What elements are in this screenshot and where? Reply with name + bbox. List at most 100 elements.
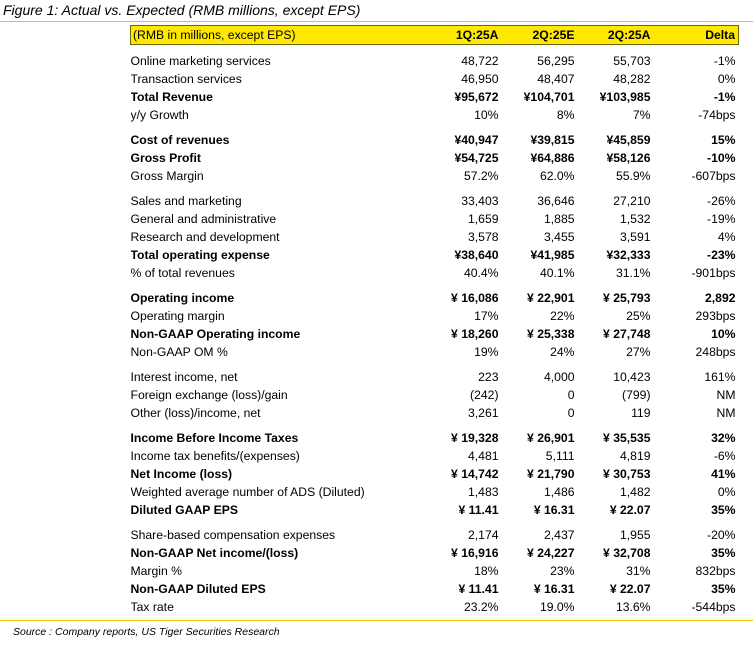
- row-label: Income tax benefits/(expenses): [130, 449, 300, 463]
- cell-1q25a: 57.2%: [463, 169, 499, 183]
- header-delta: Delta: [654, 25, 739, 45]
- table-row: Weighted average number of ADS (Diluted)…: [131, 483, 739, 501]
- table-row: Foreign exchange (loss)/gain (242) 0 (799) N…: [131, 386, 739, 404]
- cell-2q25a: 10,423: [613, 370, 651, 384]
- header-1q25a: 1Q:25A: [426, 25, 503, 45]
- table-row: Transaction services 46,950 48,407 48,282 0%: [131, 70, 739, 88]
- table-row: General and administrative 1,659 1,885 1,53…: [131, 210, 739, 228]
- row-label: Interest income, net: [130, 370, 238, 384]
- cell-delta: 2,892: [705, 291, 736, 305]
- header-2q25e: 2Q:25E: [502, 25, 579, 45]
- cell-2q25a: ¥ 22.07: [609, 582, 651, 596]
- table-row: Research and development 3,578 3,455 3,591 4…: [131, 228, 739, 246]
- cell-2q25e: 1,885: [544, 212, 575, 226]
- cell-2q25e: 24%: [550, 345, 575, 359]
- cell-2q25e: 0: [567, 388, 575, 402]
- cell-1q25a: ¥ 11.41: [458, 503, 499, 517]
- cell-delta: 35%: [711, 582, 736, 596]
- cell-2q25a: 27%: [626, 345, 651, 359]
- figure-title: Figure 1: Actual vs. Expected (RMB milli…: [3, 2, 361, 18]
- cell-delta: -74bps: [698, 108, 736, 122]
- cell-delta: -1%: [713, 54, 736, 68]
- table-row: Operating income ¥ 16,086 ¥ 22,901 ¥ 25,793…: [131, 289, 739, 307]
- table-row: Gross Margin 57.2% 62.0% 55.9% -607bps: [131, 167, 739, 185]
- row-label: Gross Profit: [130, 151, 201, 165]
- cell-delta: -1%: [713, 90, 736, 104]
- cell-delta: -901bps: [691, 266, 736, 280]
- row-label: Total Revenue: [130, 90, 213, 104]
- table-row: Sales and marketing 33,403 36,646 27,210 -26…: [131, 192, 739, 210]
- cell-2q25a: ¥ 27,748: [603, 327, 651, 341]
- cell-1q25a: ¥95,672: [454, 90, 499, 104]
- cell-1q25a: ¥38,640: [454, 248, 499, 262]
- cell-2q25e: 19.0%: [539, 600, 575, 614]
- cell-2q25e: 40.1%: [539, 266, 575, 280]
- cell-1q25a: ¥ 11.41: [458, 582, 499, 596]
- row-label: Research and development: [130, 230, 280, 244]
- cell-2q25e: 62.0%: [539, 169, 575, 183]
- title-divider: [0, 21, 753, 22]
- header-label: (RMB in millions, except EPS): [130, 25, 427, 45]
- table-row: Share-based compensation expenses 2,174 2,…: [131, 526, 739, 544]
- cell-2q25e: 8%: [556, 108, 575, 122]
- row-label: % of total revenues: [130, 266, 235, 280]
- cell-1q25a: 18%: [474, 564, 499, 578]
- cell-delta: -20%: [707, 528, 736, 542]
- cell-1q25a: 2,174: [468, 528, 499, 542]
- cell-2q25e: 48,407: [537, 72, 575, 86]
- table-row: Operating margin 17% 22% 25% 293bps: [131, 307, 739, 325]
- row-label: y/y Growth: [130, 108, 189, 122]
- cell-2q25e: ¥ 16.31: [533, 503, 575, 517]
- cell-2q25e: 56,295: [537, 54, 575, 68]
- cell-2q25e: 1,486: [544, 485, 575, 499]
- cell-delta: -6%: [713, 449, 736, 463]
- cell-2q25e: 5,111: [545, 449, 575, 463]
- cell-delta: -26%: [707, 194, 736, 208]
- table-row: Non-GAAP Operating income ¥ 18,260 ¥ 25,33…: [131, 325, 739, 343]
- cell-1q25a: ¥ 14,742: [451, 467, 499, 481]
- cell-2q25a: ¥ 30,753: [603, 467, 651, 481]
- cell-2q25e: ¥41,985: [530, 248, 575, 262]
- cell-2q25e: ¥64,886: [530, 151, 575, 165]
- row-label: Foreign exchange (loss)/gain: [130, 388, 288, 402]
- row-label: Non-GAAP OM %: [130, 345, 228, 359]
- cell-1q25a: (242): [470, 388, 499, 402]
- cell-1q25a: 4,481: [468, 449, 499, 463]
- cell-2q25a: 3,591: [620, 230, 651, 244]
- cell-1q25a: 1,659: [468, 212, 499, 226]
- cell-2q25a: 13.6%: [615, 600, 651, 614]
- cell-2q25e: ¥39,815: [530, 133, 575, 147]
- row-label: Non-GAAP Operating income: [130, 327, 301, 341]
- cell-2q25a: ¥58,126: [606, 151, 651, 165]
- table-row: Other (loss)/income, net 3,261 0 119 NM: [131, 404, 739, 422]
- cell-1q25a: 23.2%: [463, 600, 499, 614]
- cell-2q25e: ¥ 26,901: [527, 431, 575, 445]
- cell-2q25e: ¥104,701: [523, 90, 575, 104]
- cell-2q25a: 7%: [632, 108, 651, 122]
- cell-delta: -23%: [707, 248, 736, 262]
- cell-2q25a: 1,532: [620, 212, 651, 226]
- row-label: Operating margin: [130, 309, 225, 323]
- cell-2q25a: 55,703: [613, 54, 651, 68]
- cell-2q25a: ¥ 22.07: [609, 503, 651, 517]
- cell-2q25a: ¥ 32,708: [603, 546, 651, 560]
- cell-1q25a: 33,403: [461, 194, 499, 208]
- row-label: Margin %: [130, 564, 182, 578]
- row-label: Total operating expense: [130, 248, 270, 262]
- cell-1q25a: 48,722: [461, 54, 499, 68]
- cell-1q25a: ¥54,725: [454, 151, 499, 165]
- cell-2q25a: ¥45,859: [606, 133, 651, 147]
- row-label: Non-GAAP Diluted EPS: [130, 582, 266, 596]
- table-row: Diluted GAAP EPS ¥ 11.41 ¥ 16.31 ¥ 22.07 35%: [131, 501, 739, 519]
- table-row: Total Revenue ¥95,672 ¥104,701 ¥103,985 -1%: [131, 88, 739, 106]
- table-row: Non-GAAP OM % 19% 24% 27% 248bps: [131, 343, 739, 361]
- cell-1q25a: ¥ 18,260: [451, 327, 499, 341]
- row-label: Tax rate: [130, 600, 174, 614]
- cell-2q25e: 22%: [550, 309, 575, 323]
- row-label: Gross Margin: [130, 169, 204, 183]
- cell-delta: 161%: [704, 370, 736, 384]
- row-label: Diluted GAAP EPS: [130, 503, 238, 517]
- table-row: Net Income (loss) ¥ 14,742 ¥ 21,790 ¥ 30,75…: [131, 465, 739, 483]
- financial-table: (RMB in millions, except EPS) 1Q:25A 2Q:…: [130, 25, 739, 616]
- cell-1q25a: 46,950: [461, 72, 499, 86]
